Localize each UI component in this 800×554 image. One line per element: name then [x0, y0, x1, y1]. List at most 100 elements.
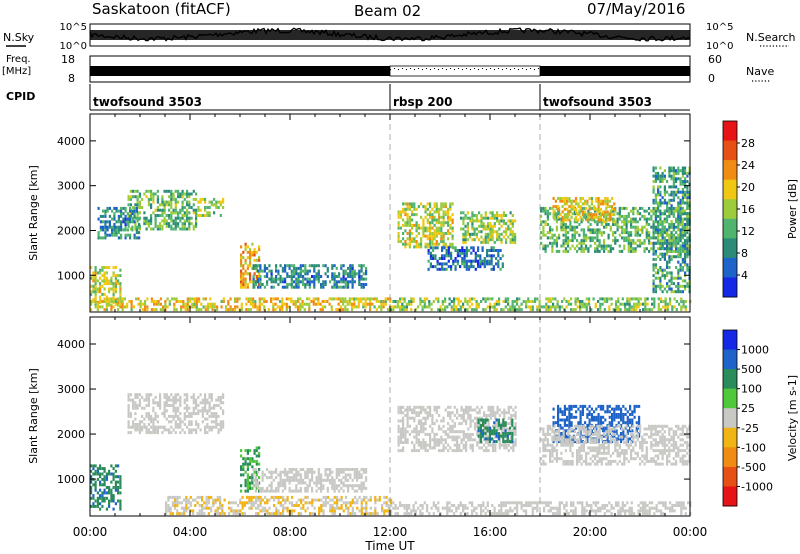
heatmap-cell — [672, 255, 675, 259]
heatmap-cell — [170, 206, 173, 209]
heatmap-cell — [249, 261, 252, 265]
heatmap-cell — [444, 308, 447, 312]
heatmap-cell — [163, 401, 166, 405]
heatmap-cell — [259, 498, 262, 502]
heatmap-cell — [246, 245, 249, 249]
heatmap-cell — [621, 225, 624, 229]
heatmap-cell — [429, 441, 432, 444]
heatmap-cell — [195, 423, 198, 426]
heatmap-cell — [668, 201, 671, 205]
heatmap-cell — [570, 215, 573, 219]
heatmap-cell — [365, 468, 368, 471]
heatmap-cell — [181, 195, 184, 199]
heatmap-cell — [373, 297, 376, 301]
heatmap-cell — [108, 266, 111, 269]
heatmap-cell — [268, 484, 271, 488]
heatmap-cell — [254, 489, 257, 493]
heatmap-cell — [120, 236, 123, 240]
heatmap-cell — [679, 212, 682, 216]
heatmap-cell — [490, 262, 493, 266]
heatmap-cell — [442, 218, 445, 222]
heatmap-cell — [553, 241, 556, 245]
heatmap-cell — [245, 308, 248, 312]
heatmap-cell — [681, 223, 684, 226]
heatmap-cell — [159, 222, 162, 226]
heatmap-cell — [442, 438, 445, 442]
heatmap-cell — [679, 255, 682, 259]
heatmap-cell — [246, 451, 249, 455]
heatmap-cell — [438, 449, 441, 453]
heatmap-cell — [605, 217, 608, 221]
heatmap-cell — [286, 495, 289, 499]
heatmap-cell — [463, 262, 466, 266]
heatmap-cell — [408, 424, 411, 428]
heatmap-cell — [199, 409, 202, 413]
heatmap-cell — [442, 234, 445, 238]
heatmap-cell — [204, 401, 207, 405]
heatmap-cell — [90, 475, 93, 479]
heatmap-cell — [134, 412, 137, 416]
heatmap-cell — [255, 462, 258, 466]
heatmap-cell — [367, 498, 370, 502]
heatmap-cell — [365, 504, 368, 507]
heatmap-cell — [402, 223, 405, 227]
heatmap-cell — [383, 495, 386, 499]
heatmap-cell — [114, 276, 117, 280]
heatmap-cell — [491, 211, 494, 215]
heatmap-cell — [406, 232, 409, 235]
heatmap-cell — [308, 470, 311, 474]
heatmap-cell — [477, 259, 480, 263]
heatmap-cell — [663, 255, 666, 259]
heatmap-cell — [216, 509, 219, 513]
heatmap-cell — [408, 416, 411, 420]
heatmap-cell — [165, 200, 168, 204]
heatmap-cell — [415, 213, 418, 217]
heatmap-cell — [406, 408, 409, 412]
heatmap-cell — [265, 300, 268, 303]
heatmap-cell — [677, 228, 680, 232]
heatmap-cell — [411, 223, 414, 227]
heatmap-cell — [424, 408, 427, 412]
heatmap-cell — [113, 225, 116, 229]
heatmap-cell — [657, 233, 660, 237]
heatmap-cell — [99, 225, 102, 229]
heatmap-cell — [587, 249, 590, 253]
heatmap-cell — [251, 476, 254, 480]
heatmap-cell — [186, 203, 189, 207]
heatmap-cell — [129, 209, 132, 213]
heatmap-cell — [632, 241, 635, 245]
heatmap-cell — [141, 420, 144, 424]
heatmap-cell — [285, 302, 288, 306]
heatmap-cell — [351, 283, 354, 286]
heatmap-cell — [489, 227, 492, 231]
heatmap-cell — [397, 411, 400, 415]
heatmap-cell — [255, 446, 258, 450]
heatmap-cell — [659, 241, 662, 245]
heatmap-cell — [333, 484, 336, 488]
heatmap-cell — [686, 228, 689, 232]
heatmap-cell — [567, 231, 570, 235]
heatmap-cell — [324, 501, 327, 505]
heatmap-cell — [103, 274, 106, 278]
heatmap-cell — [670, 177, 673, 181]
heatmap-cell — [661, 212, 664, 216]
heatmap-cell — [254, 476, 257, 480]
heatmap-cell — [442, 237, 445, 241]
heatmap-cell — [101, 496, 104, 500]
heatmap-cell — [159, 214, 162, 217]
heatmap-cell — [257, 470, 260, 474]
heatmap-cell — [141, 308, 144, 312]
heatmap-cell — [422, 427, 425, 431]
heatmap-cell — [293, 489, 296, 493]
heatmap-cell — [582, 236, 585, 240]
heatmap-cell — [475, 302, 478, 306]
heatmap-cell — [206, 206, 209, 209]
heatmap-cell — [473, 230, 476, 234]
heatmap-cell — [313, 283, 316, 286]
heatmap-cell — [136, 425, 139, 429]
heatmap-cell — [463, 257, 466, 260]
heatmap-cell — [338, 484, 341, 488]
heatmap-cell — [156, 189, 159, 193]
heatmap-cell — [497, 249, 500, 252]
heatmap-cell — [668, 266, 671, 269]
